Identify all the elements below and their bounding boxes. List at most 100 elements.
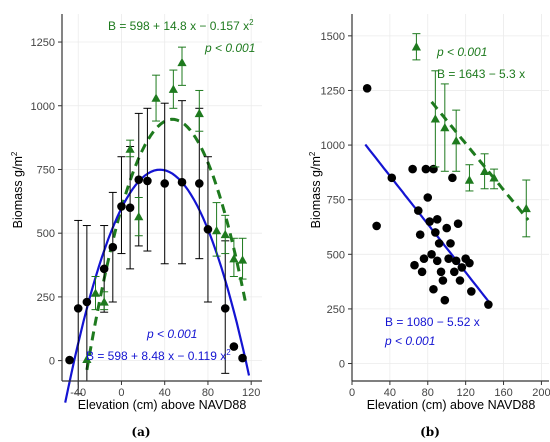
- panel-b-x-tick-label: 80: [422, 387, 434, 399]
- panel-b-y-axis-title: Biomass g/m2: [308, 151, 323, 228]
- panel-a-y-axis-title: Biomass g/m2: [10, 151, 25, 228]
- panel-a-point-circle: [125, 203, 135, 212]
- panel-a-fit-green: [85, 117, 248, 371]
- panel-a-point-circle: [108, 242, 118, 252]
- panel-a-tick-labels: -40 0 40 80 120 0 250 500 750 1000 1250: [31, 37, 261, 399]
- panel-a-x-axis-title: Elevation (cm) above NAVD88: [78, 398, 247, 412]
- panel-a-x-tick-label: 120: [242, 387, 260, 399]
- panel-a-point-circle: [194, 179, 204, 188]
- panel-b-x-tick-label: 40: [384, 387, 396, 399]
- panel-a-label: (a): [131, 425, 150, 439]
- panel-a-point-triangle: [90, 288, 101, 297]
- panel-b-point-circle: [417, 267, 427, 277]
- panel-b-point-circle: [442, 223, 452, 233]
- panel-b-legend-triangle: [411, 42, 422, 51]
- panel-b-point-circle: [413, 206, 423, 215]
- panel-b-point-triangle: [521, 203, 531, 213]
- panel-b-point-circle: [419, 254, 429, 263]
- panel-a-point-triangle: [168, 84, 178, 93]
- panel-b-fit-green: [430, 100, 530, 221]
- panel-b-point-circle: [427, 249, 436, 259]
- panel-a-point-circle: [99, 264, 109, 274]
- panel-a-point-circle: [220, 304, 230, 313]
- panel-b-point-circle: [408, 164, 417, 174]
- panel-b-point-circle: [446, 239, 455, 248]
- panel-b-y-tick-label: 0: [339, 359, 345, 371]
- panel-b-point-circle: [432, 215, 442, 224]
- panel-b-point-triangle: [479, 166, 490, 175]
- panel-a-point-triangle: [194, 108, 204, 118]
- panel-a-point-circle: [203, 225, 213, 234]
- panel-a-x-tick-label: -40: [70, 387, 86, 399]
- panel-b-point-circle: [453, 219, 463, 229]
- panel-b-x-tick-label: 200: [532, 387, 550, 399]
- panel-a-equation-blue-line2: B = 598 + 8.48 x − 0.119 x2: [86, 348, 231, 363]
- panel-b-point-circle: [372, 221, 381, 231]
- panel-b-y-tick-label: 1000: [321, 140, 345, 152]
- panel-b-equation-blue-line2: p < 0.001: [384, 334, 435, 348]
- panel-b-point-triangle: [440, 122, 450, 132]
- panel-a-equation-blue-line1: p < 0.001: [146, 327, 197, 341]
- panel-b-point-circle: [432, 256, 442, 266]
- panel-a-axes: [58, 14, 262, 385]
- panel-b-point-circle: [434, 239, 444, 248]
- panel-b-point-triangle: [489, 173, 499, 182]
- panel-b: 0 40 80 120 160 200 0 250 500 750 1000 1250 1500 p <…: [308, 14, 550, 439]
- panel-a-x-tick-label: 80: [202, 387, 214, 399]
- panel-b-y-tick-label: 750: [327, 195, 345, 207]
- panel-a-point-triangle: [211, 226, 222, 235]
- panel-a-y-tick-label: 0: [49, 356, 55, 368]
- panel-b-point-circle: [431, 228, 440, 237]
- panel-b-point-circle: [438, 276, 448, 285]
- panel-a-point-triangle: [229, 254, 239, 263]
- panel-b-y-tick-label: 1500: [321, 31, 345, 43]
- panel-b-point-circle: [415, 230, 425, 239]
- panel-b-y-tick-label: 250: [327, 304, 345, 316]
- panel-b-marks: [362, 33, 531, 309]
- panel-b-point-triangle: [464, 175, 475, 184]
- panel-b-tick-labels: 0 40 80 120 160 200 0 250 500 750 1000 1250 1500: [321, 31, 550, 399]
- panel-b-point-circle: [429, 164, 438, 174]
- panel-b-point-circle: [451, 256, 461, 266]
- panel-b-point-circle: [436, 267, 446, 277]
- panel-b-label: (b): [420, 425, 440, 439]
- panel-a-x-tick-label: 0: [118, 387, 124, 399]
- panel-b-point-triangle: [451, 136, 461, 145]
- panel-a-grid: [62, 14, 262, 381]
- panel-b-point-circle: [440, 295, 450, 305]
- panel-a-point-circle: [229, 342, 239, 351]
- panel-b-x-axis-title: Elevation (cm) above NAVD88: [367, 398, 536, 412]
- panel-b-x-tick-label: 160: [494, 387, 512, 399]
- panel-b-point-triangle: [430, 114, 440, 123]
- panel-a-point-triangle: [125, 144, 135, 153]
- panel-b-point-circle: [448, 173, 457, 183]
- panel-b-point-circle: [457, 263, 467, 272]
- panel-a-point-circle: [143, 176, 152, 186]
- panel-b-equation-green-line2: B = 1643 − 5.3 x: [437, 67, 525, 81]
- panel-b-x-tick-label: 120: [456, 387, 474, 399]
- panel-b-point-circle: [429, 284, 438, 294]
- panel-b-point-circle: [444, 254, 453, 263]
- panel-b-y-tick-label: 1250: [321, 85, 345, 97]
- panel-a-point-triangle: [99, 297, 109, 306]
- panel-a-point-circle: [65, 355, 74, 365]
- panel-a-point-triangle: [134, 212, 144, 221]
- panel-b-point-circle: [410, 260, 419, 270]
- panel-a-point-circle: [238, 353, 247, 363]
- panel-a-point-circle: [82, 297, 92, 307]
- panel-b-point-circle: [455, 276, 465, 285]
- panel-a-equation-green-line1: B = 598 + 14.8 x − 0.157 x2: [108, 18, 254, 33]
- panel-b-equation-green-line1: p < 0.001: [436, 45, 487, 59]
- panel-a-y-tick-label: 250: [37, 292, 55, 304]
- panel-a-y-tick-label: 750: [37, 164, 55, 176]
- panel-b-point-circle: [465, 258, 474, 268]
- panel-b-point-circle: [484, 300, 493, 309]
- panel-b-point-circle: [421, 164, 431, 174]
- panel-b-point-circle: [387, 173, 397, 183]
- panel-a-equation-green-line2: p < 0.001: [204, 41, 255, 55]
- panel-a-y-tick-label: 1250: [31, 37, 55, 49]
- panel-a-point-circle: [73, 304, 83, 313]
- panel-a-point-triangle: [237, 255, 248, 264]
- panel-a-point-triangle: [177, 57, 187, 67]
